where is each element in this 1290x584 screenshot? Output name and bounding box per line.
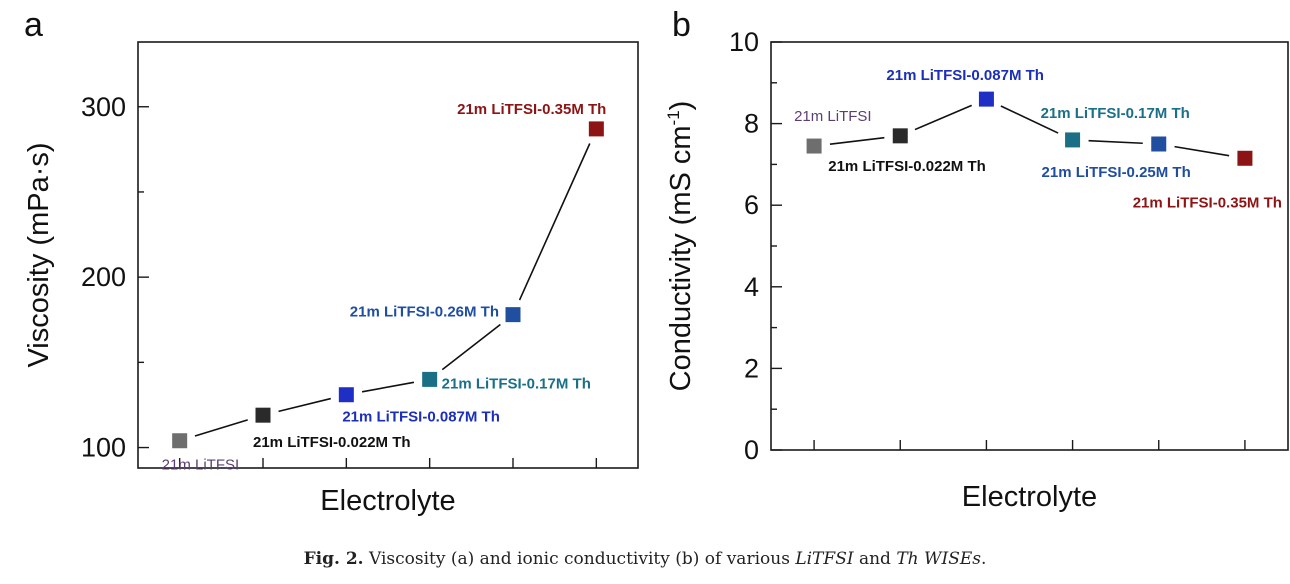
y-tick-label: 200	[81, 262, 126, 292]
plot-frame	[770, 41, 1289, 451]
data-point-marker	[1065, 132, 1081, 148]
series-line-segment	[1088, 139, 1143, 145]
series-line-segment	[914, 104, 973, 131]
data-point-label: 21m LiTFSI	[794, 108, 872, 125]
caption-italic-2: Th WISEs	[896, 549, 982, 569]
series-line-segment	[1000, 105, 1059, 134]
data-point-marker	[338, 387, 354, 403]
chart-panel-a: a 100 200 300 Electrolyte Viscosity (mPa·s) 21…	[23, 6, 639, 517]
plot-frame	[137, 41, 639, 469]
data-point-marker	[892, 128, 908, 144]
panel-letter: b	[672, 6, 691, 44]
y-tick-label: 8	[744, 109, 759, 139]
series-line-segment	[441, 323, 501, 371]
y-axis-label-end: )	[665, 101, 697, 111]
data-point-label: 21m LiTFSI-0.35M Th	[457, 101, 606, 118]
data-point-marker	[255, 407, 271, 423]
y-tick-label: 0	[744, 435, 759, 465]
y-tick-label: 2	[744, 353, 759, 383]
y-axis-label: Conductivity (mS cm-1)	[664, 101, 697, 392]
data-point-marker	[978, 91, 994, 107]
x-axis-label: Electrolyte	[962, 481, 1097, 513]
y-axis-label-superscript: -1	[664, 110, 683, 125]
series-line-segment	[1174, 145, 1230, 157]
panel-letter: a	[24, 6, 43, 44]
caption-text-3: .	[981, 549, 987, 569]
data-point-label: 21m LiTFSI-0.087M Th	[342, 409, 500, 426]
series-line-segment	[829, 136, 885, 145]
data-point-marker	[422, 371, 438, 387]
series-line-segment	[518, 143, 591, 301]
figure-caption: Fig. 2. Viscosity (a) and ionic conducti…	[0, 549, 1290, 569]
data-point-marker	[588, 121, 604, 137]
data-point-label: 21m LiTFSI	[162, 457, 240, 474]
data-point-marker	[172, 433, 188, 449]
y-axis-label-main: Conductivity (mS cm	[665, 125, 697, 391]
series-line-segment	[278, 397, 331, 413]
data-point-marker	[1237, 150, 1253, 166]
y-tick-label: 300	[81, 92, 126, 122]
caption-text-2: and	[853, 549, 897, 569]
y-tick-label: 100	[81, 433, 126, 463]
data-point-label: 21m LiTFSI-0.26M Th	[350, 304, 499, 321]
data-point-label: 21m LiTFSI-0.35M Th	[1133, 194, 1282, 211]
data-point-marker	[505, 307, 521, 323]
y-axis-label: Viscosity (mPa·s)	[23, 142, 55, 367]
data-point-label: 21m LiTFSI-0.022M Th	[253, 434, 411, 451]
data-point-label: 21m LiTFSI-0.17M Th	[1041, 105, 1190, 122]
x-axis-label: Electrolyte	[320, 485, 455, 517]
y-axis-label-main: Viscosity (mPa·s)	[23, 142, 55, 367]
data-point-label: 21m LiTFSI-0.087M Th	[886, 67, 1044, 84]
series-line-segment	[361, 381, 415, 393]
y-tick-label: 6	[744, 190, 759, 220]
caption-figure-number: Fig. 2.	[303, 549, 364, 569]
data-point-label: 21m LiTFSI-0.25M Th	[1042, 164, 1191, 181]
series-line-segment	[194, 419, 248, 437]
data-point-label: 21m LiTFSI-0.17M Th	[442, 375, 591, 392]
y-tick-label: 4	[744, 272, 759, 302]
data-point-label: 21m LiTFSI-0.022M Th	[828, 158, 986, 175]
chart-panel-b: b 0 2 4 6 8 10 Electrolyte Conductivity (mS cm-1…	[664, 6, 1289, 513]
y-tick-label: 10	[729, 27, 759, 57]
caption-text-1: Viscosity (a) and ionic conductivity (b)…	[368, 549, 796, 569]
data-point-marker	[806, 138, 822, 154]
caption-italic-1: LiTFSI	[795, 549, 854, 569]
data-point-marker	[1151, 136, 1167, 152]
